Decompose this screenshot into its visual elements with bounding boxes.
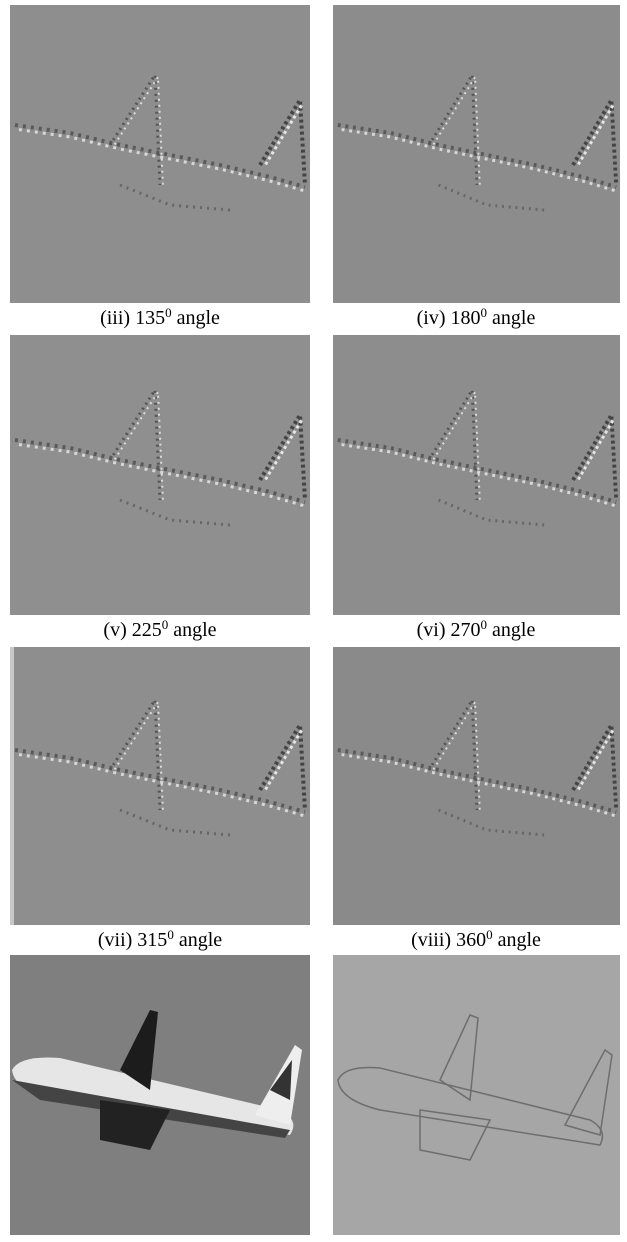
caption-part: angle <box>179 929 222 951</box>
caption-part: angle <box>177 307 220 329</box>
caption: (vi) 2700 angle <box>417 617 536 642</box>
border <box>10 647 14 925</box>
caption: (v) 2250 angle <box>103 617 216 642</box>
caption-part: angle <box>492 307 535 329</box>
caption-part: (vi) 270 <box>417 619 481 641</box>
caption: (iii) 1350 angle <box>100 305 220 330</box>
edge-image <box>333 955 620 1235</box>
caption-part: (viii) 360 <box>411 929 486 951</box>
caption-part: (vii) 315 <box>98 929 167 951</box>
caption-part: 0 <box>481 617 488 632</box>
caption-part: 0 <box>165 305 172 320</box>
caption-part: 0 <box>167 927 174 942</box>
caption-part: angle <box>173 619 216 641</box>
figure: (iii) 1350angle (iv) 1800angle (v) 2250a… <box>0 0 627 1242</box>
caption-part: 0 <box>162 617 169 632</box>
caption-part: 0 <box>486 927 493 942</box>
caption: (vii) 3150 angle <box>98 927 222 952</box>
caption-part: 0 <box>481 305 488 320</box>
caption: (viii) 3600 angle <box>411 927 541 952</box>
caption-part: angle <box>492 619 535 641</box>
caption: (iv) 1800 angle <box>417 305 536 330</box>
caption-part: (iv) 180 <box>417 307 481 329</box>
caption-part: (iii) 135 <box>100 307 165 329</box>
page: (iii) 1350angle (iv) 1800angle (v) 2250a… <box>0 0 627 1242</box>
caption-part: angle <box>498 929 541 951</box>
caption-part: (v) 225 <box>103 619 161 641</box>
